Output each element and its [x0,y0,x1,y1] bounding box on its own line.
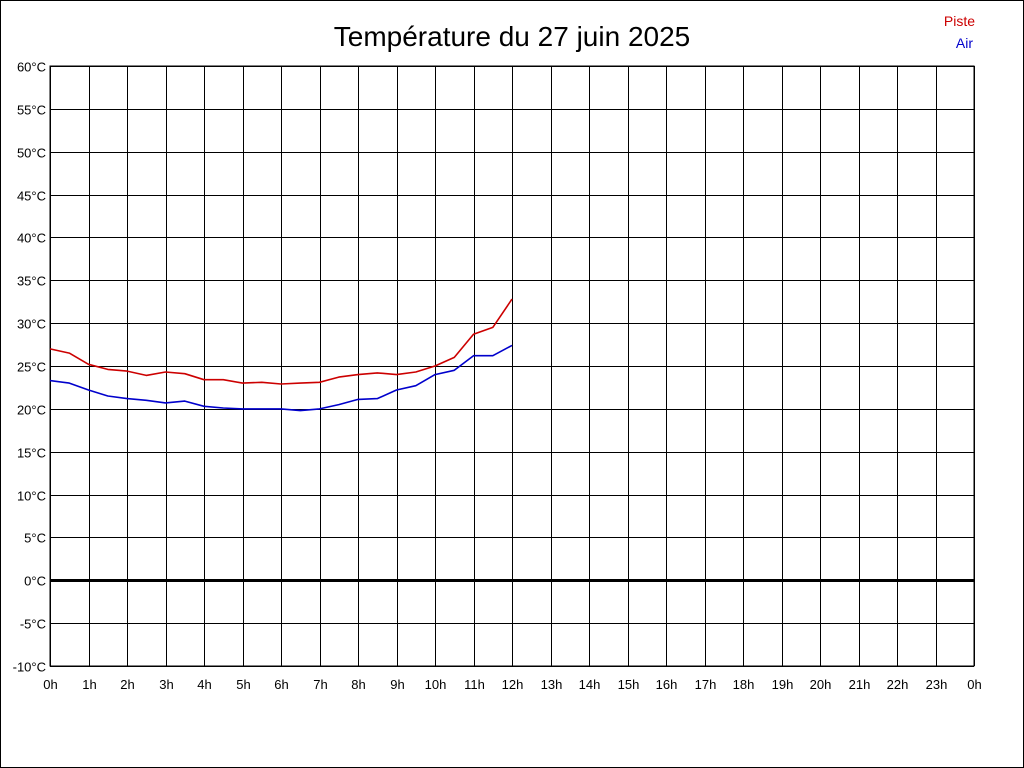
x-tick-label: 17h [695,677,717,692]
x-tick-label: 4h [197,677,211,692]
plot-area: 60°C 55°C 50°C 45°C 40°C 35°C 30°C 25°C 20°C 15°C… [13,60,982,693]
series-line-piste [49,298,513,385]
y-tick-label: 50°C [17,146,46,161]
x-tick-label: 3h [159,677,173,692]
y-tick-label: 60°C [17,60,46,75]
y-tick-label: 30°C [17,317,46,332]
x-tick-label: 1h [82,677,96,692]
x-tick-label: 16h [656,677,678,692]
x-tick-label: 22h [887,677,909,692]
legend-air: Air [956,35,973,51]
x-tick-label: 23h [926,677,948,692]
y-tick-label: 0°C [24,574,46,589]
y-tick-label: 55°C [17,103,46,118]
x-tick-label: 9h [390,677,404,692]
x-tick-label: 12h [502,677,524,692]
x-tick-label: 13h [541,677,563,692]
x-tick-label: 11h [464,677,485,692]
y-tick-label: 5°C [24,531,46,546]
x-tick-label: 7h [313,677,327,692]
x-tick-label: 15h [618,677,640,692]
x-tick-label: 19h [772,677,794,692]
y-tick-label: -10°C [13,660,46,675]
x-tick-label: 21h [849,677,871,692]
x-tick-label: 8h [351,677,365,692]
y-tick-label: -5°C [20,617,46,632]
y-tick-label: 15°C [17,446,46,461]
y-tick-label: 10°C [17,489,46,504]
y-tick-label: 25°C [17,360,46,375]
y-tick-label: 40°C [17,231,46,246]
chart-title: Température du 27 juin 2025 [334,21,690,52]
series-line-air [49,344,513,412]
y-tick-label: 20°C [17,403,46,418]
x-tick-label: 18h [733,677,755,692]
x-tick-label: 10h [425,677,447,692]
x-tick-label: 6h [274,677,288,692]
x-tick-label: 0h [43,677,57,692]
y-tick-label: 35°C [17,274,46,289]
x-tick-label: 14h [579,677,601,692]
x-tick-label: 0h [967,677,981,692]
legend-piste: Piste [944,13,975,29]
y-tick-label: 45°C [17,189,46,204]
x-tick-label: 20h [810,677,832,692]
x-tick-label: 2h [120,677,134,692]
x-tick-label: 5h [236,677,250,692]
